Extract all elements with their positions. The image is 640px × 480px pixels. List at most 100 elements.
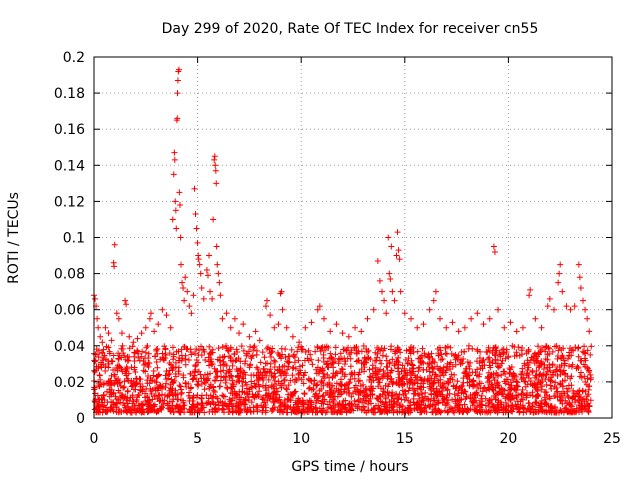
data-point xyxy=(345,389,352,396)
data-point xyxy=(579,297,586,304)
data-point xyxy=(210,216,217,223)
data-point xyxy=(193,345,200,352)
data-point xyxy=(440,364,447,371)
data-point xyxy=(307,399,314,406)
data-point xyxy=(172,391,179,398)
data-point xyxy=(262,407,269,414)
data-point xyxy=(518,371,525,378)
data-point xyxy=(200,295,207,302)
data-point xyxy=(111,241,118,248)
data-point xyxy=(384,408,391,415)
data-point xyxy=(371,357,378,364)
grid-lines xyxy=(94,57,612,418)
data-point xyxy=(271,324,278,331)
data-point xyxy=(493,347,500,354)
data-point xyxy=(292,388,299,395)
data-point xyxy=(190,401,197,408)
data-point xyxy=(260,377,267,384)
x-tick-labels: 0 5 10 15 20 25 xyxy=(90,431,621,447)
data-point xyxy=(215,406,222,413)
data-point xyxy=(139,386,146,393)
data-point xyxy=(170,171,177,178)
data-point xyxy=(159,306,166,313)
data-point xyxy=(537,400,544,407)
data-point xyxy=(396,256,403,263)
data-point xyxy=(318,344,325,351)
data-point xyxy=(518,390,525,397)
data-point xyxy=(121,394,128,401)
data-point xyxy=(390,379,397,386)
y-tick-label: 0.18 xyxy=(54,86,85,102)
data-point xyxy=(206,362,213,369)
data-point xyxy=(363,397,370,404)
data-point xyxy=(190,292,197,299)
data-point xyxy=(252,383,259,390)
data-point xyxy=(435,409,442,416)
data-point xyxy=(297,367,304,374)
data-point xyxy=(490,344,497,351)
data-point xyxy=(292,365,299,372)
data-point xyxy=(287,377,294,384)
data-point xyxy=(121,378,128,385)
data-point xyxy=(142,355,149,362)
data-point xyxy=(435,366,442,373)
data-point xyxy=(172,207,179,214)
data-point xyxy=(177,409,184,416)
data-point xyxy=(305,376,312,383)
data-point xyxy=(579,348,586,355)
data-point xyxy=(563,303,570,310)
data-point xyxy=(471,382,478,389)
data-point xyxy=(309,361,316,368)
data-point xyxy=(586,328,593,335)
data-point xyxy=(549,405,556,412)
data-point xyxy=(219,392,226,399)
data-point xyxy=(292,401,299,408)
data-point xyxy=(132,368,139,375)
data-point xyxy=(112,393,119,400)
data-point xyxy=(168,389,175,396)
data-point xyxy=(154,373,161,380)
data-point xyxy=(224,403,231,410)
data-point xyxy=(110,367,117,374)
data-point xyxy=(289,333,296,340)
data-point xyxy=(370,306,377,313)
data-point xyxy=(476,371,483,378)
data-point xyxy=(528,354,535,361)
data-point xyxy=(549,348,556,355)
data-point xyxy=(512,401,519,408)
data-point xyxy=(123,301,130,308)
data-point xyxy=(147,310,154,317)
data-point xyxy=(248,372,255,379)
data-point xyxy=(368,374,375,381)
data-point xyxy=(436,408,443,415)
data-point xyxy=(514,398,521,405)
data-point xyxy=(359,389,366,396)
data-point xyxy=(546,350,553,357)
data-point xyxy=(236,330,243,337)
data-point xyxy=(181,343,188,350)
data-point xyxy=(446,406,453,413)
data-point xyxy=(173,225,180,232)
data-point xyxy=(216,279,223,286)
data-point xyxy=(530,409,537,416)
data-point xyxy=(419,358,426,365)
data-point xyxy=(231,351,238,358)
data-point xyxy=(251,343,258,350)
data-point xyxy=(333,321,340,328)
data-point xyxy=(419,345,426,352)
data-point xyxy=(284,386,291,393)
data-point xyxy=(549,362,556,369)
data-point xyxy=(108,398,115,405)
data-point xyxy=(559,400,566,407)
data-point xyxy=(337,381,344,388)
data-point xyxy=(227,354,234,361)
data-point xyxy=(210,400,217,407)
data-point xyxy=(266,346,273,353)
data-point xyxy=(283,385,290,392)
data-point xyxy=(333,380,340,387)
data-point xyxy=(509,342,516,349)
data-point xyxy=(486,315,493,322)
data-point xyxy=(556,270,563,277)
data-point xyxy=(289,372,296,379)
data-point xyxy=(443,324,450,331)
